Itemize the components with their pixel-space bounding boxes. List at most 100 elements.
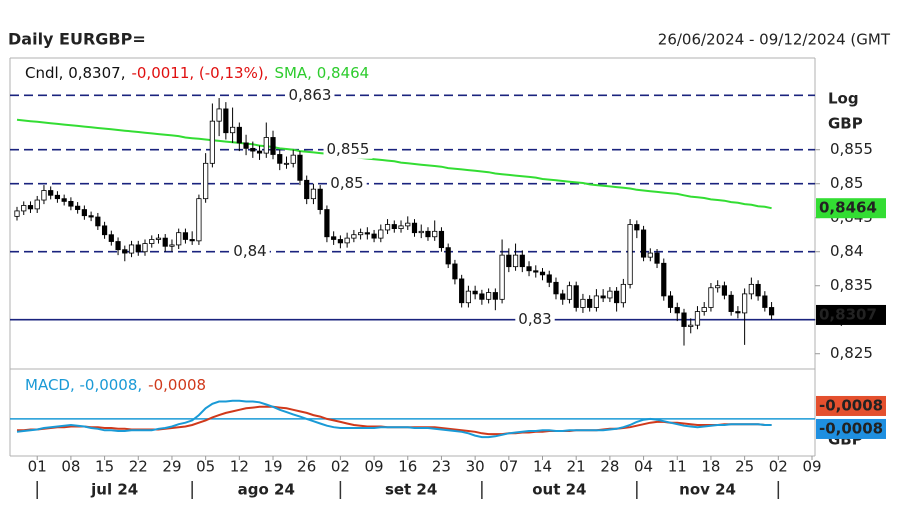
candle-body: [256, 150, 263, 154]
legend-entry: MACD, -0,0008,: [25, 376, 142, 394]
candle-body: [728, 294, 734, 312]
candle-body: [283, 162, 290, 165]
x-tick-label: 09: [802, 458, 821, 476]
candle-body: [290, 154, 296, 164]
candle-body: [34, 199, 40, 210]
candle-body: [243, 142, 249, 149]
candle-body: [654, 252, 660, 264]
candle-body: [465, 290, 471, 304]
candle-body: [122, 249, 128, 254]
month-label: nov 24: [679, 481, 736, 499]
candle-body: [580, 298, 586, 308]
x-tick-label: 11: [668, 458, 687, 476]
y-tick-label: 0,855: [830, 140, 873, 158]
x-tick-label: 19: [263, 458, 282, 476]
level-label: 0,83: [518, 310, 551, 328]
level-label: 0,855: [327, 140, 370, 158]
candle-body: [391, 224, 397, 230]
candle-body: [209, 120, 215, 164]
candle-body: [647, 252, 653, 258]
date-range: 26/06/2024 - 09/12/2024 (GMT: [658, 31, 891, 49]
candle-body: [640, 229, 647, 258]
candle-body: [721, 285, 728, 296]
level-label-bg: [285, 86, 335, 105]
x-tick-label: 23: [432, 458, 451, 476]
candle-body: [627, 224, 633, 285]
candle-body: [634, 224, 640, 231]
candle-body: [681, 312, 687, 327]
candle-body: [486, 292, 492, 300]
candle-body: [169, 244, 175, 247]
x-tick-label: 14: [533, 458, 552, 476]
level-label-bg: [230, 242, 270, 261]
candle-body: [176, 232, 182, 246]
candle-body: [358, 232, 364, 236]
legend-entry: SMA, 0,8464: [274, 64, 369, 82]
candle-body: [755, 283, 761, 297]
x-tick-label: 26: [297, 458, 316, 476]
candle-body: [499, 254, 505, 300]
candle-body: [445, 247, 451, 265]
axis-scale-label: Log: [828, 90, 859, 108]
x-tick-label: 05: [196, 458, 215, 476]
level-label: 0,84: [233, 242, 266, 260]
candle-body: [331, 236, 337, 240]
month-label: jul 24: [90, 481, 138, 499]
x-tick-label: 16: [398, 458, 417, 476]
candle-body: [472, 290, 478, 295]
candle-body: [566, 285, 573, 300]
candle-body: [223, 108, 229, 134]
candle-body: [27, 205, 34, 210]
y-tick-label: 0,84: [830, 242, 863, 260]
candle-body: [371, 233, 377, 239]
macd-legend: MACD, -0,0008, -0,0008: [25, 376, 206, 394]
price-legend: Cndl, 0,8307, -0,0011, (-0,13%), SMA, 0,84…: [25, 64, 369, 82]
candle-body: [182, 232, 189, 240]
x-tick-label: 01: [28, 458, 47, 476]
x-tick-label: 22: [129, 458, 148, 476]
candle-body: [425, 230, 431, 238]
candle-body: [236, 126, 242, 144]
candle-body: [573, 285, 579, 308]
candle-body: [620, 283, 626, 304]
candle-body: [519, 254, 525, 268]
candle-body: [688, 324, 694, 327]
candle-body: [708, 287, 714, 308]
month-label: ago 24: [238, 481, 295, 499]
candle-body: [539, 271, 546, 276]
x-tick-label: 15: [95, 458, 114, 476]
x-tick-label: 21: [567, 458, 586, 476]
month-label: out 24: [532, 481, 586, 499]
candle-body: [553, 281, 559, 295]
candle-body: [748, 283, 754, 295]
candle-body: [351, 234, 357, 239]
candle-body: [418, 230, 424, 234]
x-tick-label: 28: [600, 458, 619, 476]
y-tick-label: 0,835: [830, 276, 873, 294]
candle-body: [452, 263, 458, 280]
candle-body: [607, 290, 613, 299]
candle-body: [701, 307, 707, 312]
macd-value-label: -0,0008: [819, 419, 883, 437]
x-tick-label: 25: [735, 458, 754, 476]
candle-body: [68, 200, 74, 207]
candle-body: [405, 222, 411, 227]
candle-body: [398, 225, 404, 230]
candle-body: [742, 293, 748, 314]
candle-body: [694, 311, 701, 326]
candle-body: [364, 232, 370, 235]
candle-body: [512, 254, 519, 268]
candle-body: [661, 262, 667, 297]
x-tick-label: 12: [230, 458, 249, 476]
candle-body: [263, 137, 269, 154]
candle-body: [674, 307, 680, 314]
level-label-bg: [323, 140, 373, 159]
candle-body: [715, 285, 721, 289]
candle-body: [108, 234, 114, 242]
level-label: 0,863: [289, 86, 332, 104]
candle-body: [344, 237, 350, 244]
candle-body: [95, 216, 101, 227]
candle-body: [762, 295, 768, 308]
x-tick-label: 29: [162, 458, 181, 476]
